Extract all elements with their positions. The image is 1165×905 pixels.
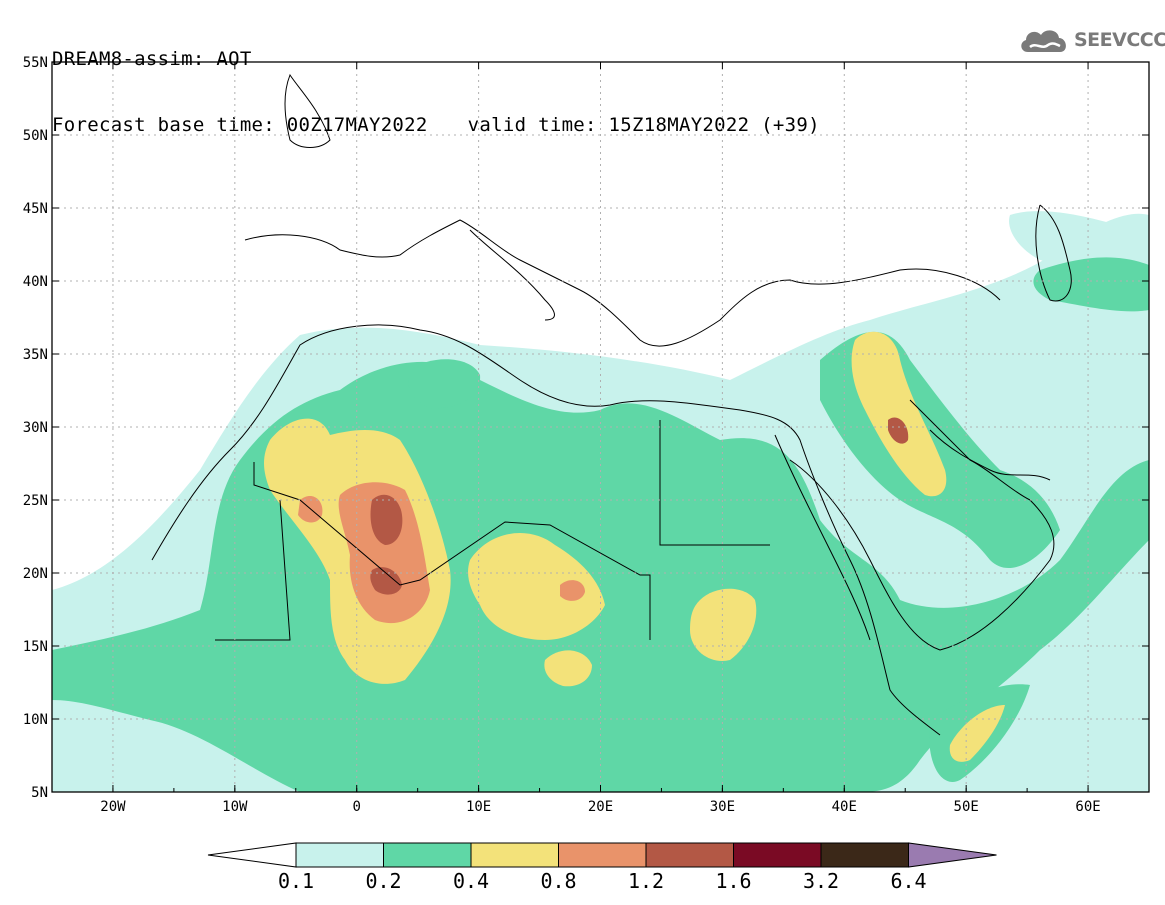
lat-tick-label: 35N — [23, 347, 48, 363]
border-sahara — [253, 462, 651, 640]
colorbar-level-label: 0.4 — [453, 869, 489, 893]
aot-band-0.4 — [949, 705, 1005, 762]
cloud-logo-icon — [1021, 30, 1066, 52]
lon-tick-label: 30E — [710, 799, 735, 815]
border-egypt — [659, 420, 770, 546]
colorbar-level-label: 1.6 — [715, 869, 751, 893]
graticule — [52, 62, 1149, 792]
colorbar-level-label: 0.8 — [540, 869, 576, 893]
lon-tick-label: 40E — [832, 799, 857, 815]
lat-tick-label: 40N — [23, 274, 48, 290]
lat-tick-label: 25N — [23, 493, 48, 509]
colorbar-level-label: 3.2 — [803, 869, 839, 893]
coastline-europe — [244, 219, 1001, 347]
lon-tick-label: 60E — [1075, 799, 1100, 815]
longitude-axis: 20W 10W 0 10E 20E 30E 40E 50E 60E — [51, 62, 1150, 815]
lat-tick-label: 50N — [23, 128, 48, 144]
lon-tick-label: 0 — [353, 799, 361, 815]
aot-band-1.2 — [888, 417, 909, 444]
lat-tick-label: 20N — [23, 566, 48, 582]
lat-tick-label: 10N — [23, 712, 48, 728]
aot-band-0.8 — [560, 580, 585, 601]
coastline-caspian — [1035, 204, 1072, 302]
colorbar-level-label: 0.1 — [278, 869, 314, 893]
lat-tick-label: 45N — [23, 201, 48, 217]
seevccc-logo: SEEVCCC — [1018, 24, 1165, 56]
colorbar-swatch — [558, 842, 647, 868]
colorbar: 0.1 0.2 0.4 0.8 1.2 1.6 3.2 6.4 — [207, 842, 997, 893]
aot-band-0.4 — [468, 533, 605, 640]
aot-band-0.8 — [338, 482, 430, 624]
colorbar-under-triangle — [207, 842, 297, 868]
map-time-line: Forecast base time: 00Z17MAY2022 valid ti… — [52, 114, 820, 136]
colorbar-level-label: 6.4 — [890, 869, 926, 893]
aot-band-0.2 — [408, 359, 481, 409]
coastline-uk — [284, 73, 331, 148]
lat-tick-label: 30N — [23, 420, 48, 436]
colorbar-swatch — [645, 842, 734, 868]
colorbar-swatch — [820, 842, 909, 868]
coastline-persian-gulf — [929, 429, 1051, 481]
map-header: DREAM8-assim: AOT Forecast base time: 00… — [52, 4, 820, 158]
colorbar-swatch — [470, 842, 559, 868]
coastlines — [151, 73, 1072, 736]
lat-tick-label: 15N — [23, 639, 48, 655]
colorbar-over-triangle — [908, 842, 997, 868]
latitude-axis: 55N 50N 45N 40N 35N 30N 25N 20N 15N 10N 5N — [23, 55, 1149, 801]
logo-text: SEEVCCC — [1074, 29, 1165, 51]
aot-band-0.4 — [544, 650, 592, 687]
colorbar-swatch — [733, 842, 822, 868]
lon-tick-label: 50E — [954, 799, 979, 815]
aot-field — [52, 211, 1149, 792]
colorbar-swatch — [383, 842, 472, 868]
lon-tick-label: 20E — [588, 799, 613, 815]
aot-band-1.2 — [370, 567, 402, 595]
border-mali-mauritania — [215, 499, 291, 641]
aot-band-0.2 — [1033, 257, 1149, 312]
aot-band-0.4 — [690, 588, 757, 661]
colorbar-level-label: 0.2 — [365, 869, 401, 893]
forecast-base-time: Forecast base time: 00Z17MAY2022 — [52, 114, 428, 136]
colorbar-level-label: 1.2 — [628, 869, 664, 893]
map-title: DREAM8-assim: AOT — [52, 48, 252, 70]
lon-tick-label: 10W — [222, 799, 248, 815]
aot-band-0.4 — [851, 331, 947, 497]
aot-band-1.2 — [370, 494, 403, 545]
lon-tick-label: 20W — [100, 799, 126, 815]
lat-tick-label: 5N — [31, 785, 48, 801]
coastline-italy — [469, 229, 555, 321]
coastline-africa-north — [151, 324, 941, 736]
lon-tick-label: 10E — [466, 799, 491, 815]
coastline-red-sea — [774, 434, 871, 641]
valid-time: valid time: 15Z18MAY2022 (+39) — [467, 114, 820, 136]
colorbar-swatch — [295, 842, 384, 868]
lat-tick-label: 55N — [23, 55, 48, 71]
